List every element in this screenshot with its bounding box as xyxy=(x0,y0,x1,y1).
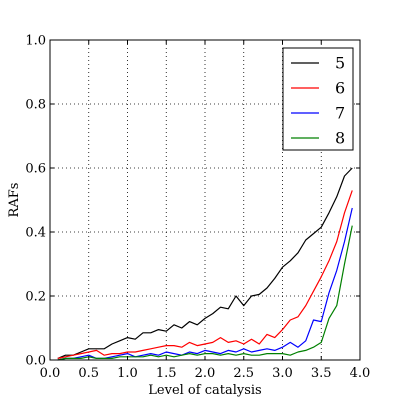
series-line-8 xyxy=(57,225,353,361)
x-tick-labels: 0.0 0.5 1.0 1.5 2.0 2.5 3.0 3.5 4.0 xyxy=(40,366,371,381)
x-axis-label: Level of catalysis xyxy=(148,383,261,398)
y-tick-label: 0.4 xyxy=(25,226,46,241)
x-tick-label: 3.5 xyxy=(311,366,332,381)
x-tick-label: 4.0 xyxy=(350,366,371,381)
x-tick-label: 0.0 xyxy=(40,366,61,381)
x-tick-label: 1.0 xyxy=(117,366,138,381)
y-tick-label: 0.0 xyxy=(25,354,46,369)
legend-label: 6 xyxy=(335,79,345,98)
series-lines xyxy=(57,167,353,361)
y-tick-label: 0.2 xyxy=(25,290,46,305)
x-tick-label: 3.0 xyxy=(272,366,293,381)
axis-ticks xyxy=(49,39,361,361)
y-axis-label: RAFs xyxy=(7,183,22,218)
legend-label: 5 xyxy=(335,54,345,73)
y-tick-label: 0.6 xyxy=(25,162,46,177)
x-tick-label: 1.5 xyxy=(156,366,177,381)
y-tick-label: 1.0 xyxy=(25,34,46,49)
x-tick-label: 0.5 xyxy=(78,366,99,381)
grid xyxy=(50,40,360,360)
legend-label: 8 xyxy=(335,129,345,148)
y-tick-label: 0.8 xyxy=(25,98,46,113)
y-tick-labels: 0.0 0.2 0.4 0.6 0.8 1.0 xyxy=(25,34,46,369)
series-line-6 xyxy=(57,190,353,359)
legend: 5 6 7 8 xyxy=(282,47,354,151)
x-tick-label: 2.5 xyxy=(233,366,254,381)
x-tick-label: 2.0 xyxy=(195,366,216,381)
legend-label: 7 xyxy=(335,104,345,123)
series-line-5 xyxy=(57,167,353,359)
legend-box xyxy=(282,47,354,151)
